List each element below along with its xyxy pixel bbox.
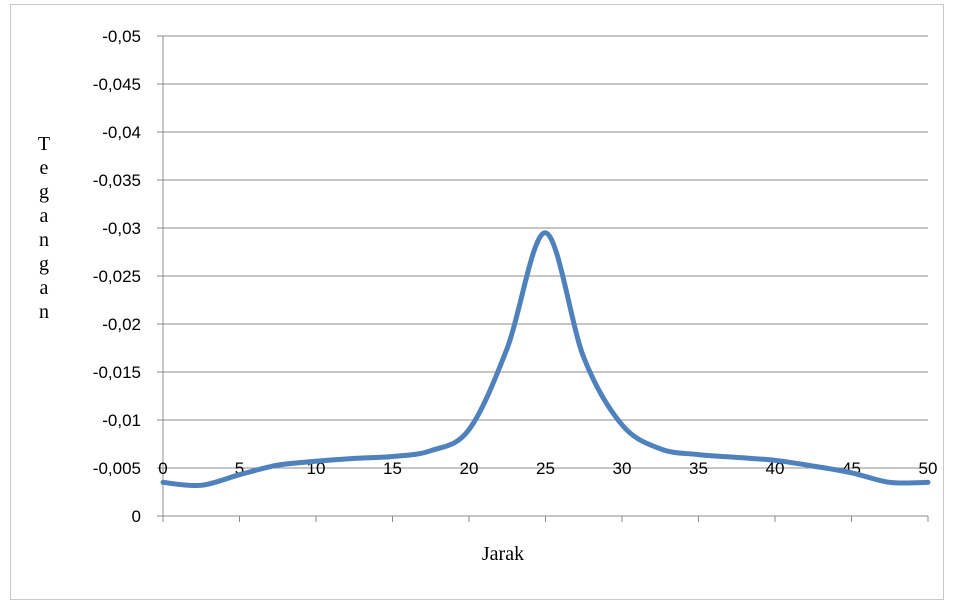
y-tick-label: -0,005 xyxy=(93,459,141,478)
y-tick-label: 0 xyxy=(132,507,141,526)
y-tick-label: -0,01 xyxy=(102,411,141,430)
data-series-line xyxy=(160,230,931,489)
y-tick-label: -0,04 xyxy=(102,123,141,142)
x-tick-labels: 0 5 10 15 20 25 30 35 40 45 50 xyxy=(158,459,937,478)
x-tick-label: 15 xyxy=(383,459,402,478)
x-tick-label: 35 xyxy=(689,459,708,478)
y-tick-label: -0,025 xyxy=(93,267,141,286)
chart-frame xyxy=(10,4,944,600)
x-tick-label: 5 xyxy=(235,459,244,478)
y-tick-label: -0,02 xyxy=(102,315,141,334)
x-tick-label: 30 xyxy=(613,459,632,478)
y-tick-labels: 0 -0,005 -0,01 -0,015 -0,02 -0,025 -0,03 -0,035… xyxy=(93,27,141,526)
x-tick-label: 20 xyxy=(460,459,479,478)
gridlines xyxy=(163,35,928,469)
y-tick-label: -0,045 xyxy=(93,75,141,94)
y-tick-label: -0,015 xyxy=(93,363,141,382)
y-tick-label: -0,035 xyxy=(93,171,141,190)
x-tick-label: 25 xyxy=(536,459,555,478)
x-axis-title: Jarak xyxy=(482,543,524,565)
axes xyxy=(157,35,929,522)
x-tick-label: 50 xyxy=(919,459,938,478)
x-tick-label: 0 xyxy=(158,459,167,478)
y-tick-label: -0,03 xyxy=(102,219,141,238)
y-tick-label: -0,05 xyxy=(102,27,141,46)
x-tick-label: 40 xyxy=(766,459,785,478)
